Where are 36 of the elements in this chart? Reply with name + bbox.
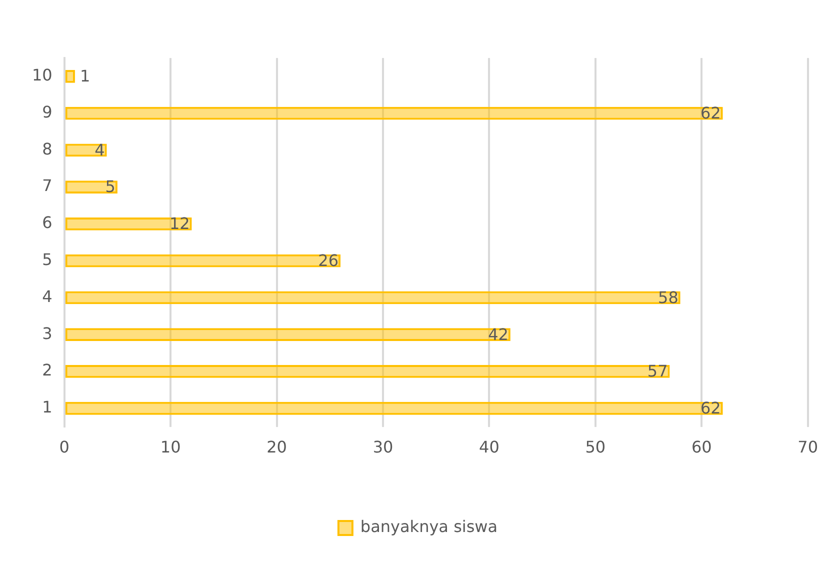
y-tick-label: 7 xyxy=(42,176,52,196)
y-tick-label: 2 xyxy=(42,360,52,380)
data-label: 5 xyxy=(105,177,116,196)
x-tick-label: 70 xyxy=(798,438,818,457)
x-tick-label: 20 xyxy=(266,438,287,457)
y-tick-label: 9 xyxy=(42,102,52,122)
y-tick-label: 4 xyxy=(42,286,52,306)
y-tick-label: 10 xyxy=(32,66,52,85)
data-label: 4 xyxy=(94,140,105,160)
bar xyxy=(65,291,680,304)
y-tick-label: 1 xyxy=(42,398,52,417)
bar xyxy=(65,254,340,268)
data-label: 57 xyxy=(647,362,668,381)
y-tick-label: 3 xyxy=(42,324,52,343)
y-tick-label: 5 xyxy=(42,250,52,269)
data-label: 62 xyxy=(700,398,721,418)
data-label: 58 xyxy=(658,288,678,307)
bar xyxy=(65,402,723,415)
y-tick-label: 6 xyxy=(42,213,52,232)
x-tick-label: 0 xyxy=(59,438,70,457)
y-tick-label: 8 xyxy=(42,139,52,158)
bar xyxy=(65,218,192,230)
x-tick-label: 40 xyxy=(479,438,500,457)
x-tick-label: 10 xyxy=(160,438,181,457)
data-label: 1 xyxy=(80,66,90,86)
legend-label: banyaknya siswa xyxy=(360,517,498,536)
x-tick-label: 60 xyxy=(691,438,712,457)
data-label: 62 xyxy=(700,103,721,122)
bar xyxy=(65,328,510,342)
bar xyxy=(65,365,670,378)
data-label: 12 xyxy=(169,214,190,234)
x-tick-label: 30 xyxy=(372,438,394,457)
x-tick-label: 50 xyxy=(585,438,606,457)
data-label: 42 xyxy=(488,324,508,344)
bar xyxy=(65,106,723,120)
data-label: 26 xyxy=(318,250,338,270)
